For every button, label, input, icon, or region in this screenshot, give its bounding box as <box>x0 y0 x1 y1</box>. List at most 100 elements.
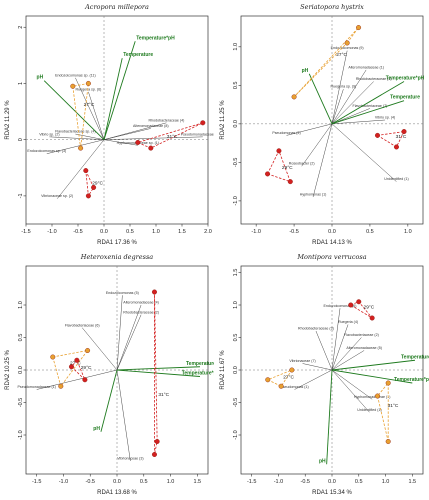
x-axis-label: RDA1 14.13 % <box>312 240 352 246</box>
x-tick-label: -0.5 <box>300 479 309 485</box>
taxon-vector <box>75 77 105 140</box>
x-tick-label: -1.5 <box>32 479 41 485</box>
rda-plot-2: Seriatopora hystrix -1.0 -0.5 0.0 0.5 1.0 -1.0… <box>220 3 425 246</box>
taxon-label: Ruegeria sp. (9) <box>330 85 356 89</box>
x-tick-label: -0.5 <box>73 229 82 235</box>
sample-point <box>78 145 84 151</box>
y-tick-label: -1.0 <box>233 430 239 439</box>
taxon-vector <box>331 350 365 371</box>
group-label: 31°C <box>396 134 407 140</box>
x-tick-label: 0.0 <box>100 229 108 235</box>
y-tick-label: 0.0 <box>233 366 239 374</box>
taxon-vector <box>116 369 131 462</box>
taxon-vector <box>103 128 151 140</box>
group-hull <box>266 149 291 183</box>
taxon-vector <box>331 81 374 125</box>
sample-point <box>74 357 80 363</box>
group-label: 27°C <box>336 52 347 58</box>
y-tick-label: -1.0 <box>18 430 24 439</box>
rda-panel-3: Heteroxenia degressa -1.5 -1.0 -0.5 0.0 0.5 1.… <box>0 250 214 500</box>
y-axis-label: RDA2 11.29 % <box>5 100 11 140</box>
x-tick-label: 0.5 <box>355 479 363 485</box>
y-tick-label: -0.5 <box>233 398 239 407</box>
chart-title: Seriatopora hystrix <box>300 3 364 11</box>
taxon-vector <box>331 69 367 124</box>
group-hull <box>293 27 359 98</box>
x-tick-label: 1.5 <box>193 479 201 485</box>
y-tick-label: -0.5 <box>18 398 24 407</box>
y-tick-label: 0.5 <box>233 82 239 90</box>
x-tick-label: -1.5 <box>247 479 256 485</box>
group-hull <box>136 122 203 149</box>
taxon-vector <box>331 324 349 371</box>
rda-panel-4: Montipora verrucosa -1.5 -1.0 -0.5 0.0 0.5 1.0… <box>215 250 429 500</box>
group-hull <box>377 381 389 442</box>
taxon-vector <box>331 89 344 124</box>
group-hull <box>376 131 405 148</box>
taxon-label: Unidentified (1) <box>357 408 381 412</box>
x-tick-label: 0.5 <box>140 479 148 485</box>
sample-point <box>291 94 297 100</box>
sample-point <box>369 315 375 321</box>
sample-point <box>151 451 157 457</box>
y-tick-label: 1 <box>18 82 24 85</box>
x-tick-label: -0.5 <box>85 479 94 485</box>
taxon-label: Rhodobacteraceae (4) <box>149 118 185 122</box>
env-vector <box>326 369 333 465</box>
x-tick-label: 1.0 <box>167 479 175 485</box>
group-label: 31°C <box>158 392 169 398</box>
y-tick-label: 0.5 <box>233 334 239 342</box>
x-tick-label: -0.5 <box>289 229 298 235</box>
taxon-vector <box>82 327 118 371</box>
group-label: 31°C <box>167 134 178 140</box>
taxon-vector <box>57 139 105 199</box>
y-tick-label: 1.0 <box>233 301 239 309</box>
env-vector <box>116 366 200 371</box>
chart-title: Montipora verrucosa <box>296 253 366 261</box>
sample-point <box>276 148 282 154</box>
group-hull <box>349 301 373 319</box>
y-tick-label: -1.0 <box>233 196 239 205</box>
x-tick-label: 1.0 <box>382 479 390 485</box>
taxon-label: Rhodobacteraceae (3) <box>298 327 334 331</box>
taxon-label: Vibrionaceae (3) <box>117 457 143 461</box>
rda-plot-1: Acropora millepora -1.5 -1.0 -0.5 0.0 0.5 1.0 1… <box>5 3 214 246</box>
sample-point <box>82 377 88 383</box>
taxon-label: Pseudomonadaceae (1) <box>18 385 56 389</box>
y-tick-label: 1.5 <box>233 269 239 277</box>
taxon-vector <box>36 369 118 390</box>
sample-point <box>344 40 350 46</box>
env-vector <box>103 58 123 140</box>
taxon-vector <box>301 123 333 167</box>
sample-point <box>154 438 160 444</box>
y-tick-label: -1 <box>18 193 24 198</box>
taxon-vector <box>312 123 333 198</box>
taxon-label: Ruegeria sp. (6) <box>76 87 102 91</box>
taxon-vector <box>88 91 105 140</box>
sample-point <box>385 380 391 386</box>
y-tick-label: 0.0 <box>18 366 24 374</box>
taxon-vector <box>331 123 397 182</box>
taxon-vector <box>331 369 370 413</box>
sample-point <box>401 129 407 135</box>
taxon-label: Alteromonadaceae (4) <box>123 301 159 305</box>
x-tick-label: 1.0 <box>404 229 412 235</box>
sample-point <box>265 171 271 177</box>
group-label: 27°C <box>283 375 294 381</box>
rda-plot-4: Montipora verrucosa -1.5 -1.0 -0.5 0.0 0.5 1.0… <box>220 253 429 496</box>
taxon-vector <box>75 133 105 140</box>
env-vector <box>331 100 405 125</box>
y-tick-label: 0.0 <box>233 120 239 128</box>
env-vector-label: Temperature*pH <box>182 371 214 377</box>
group-hull <box>85 170 95 198</box>
taxon-label: Rhodobacteraceae (2) <box>123 310 159 314</box>
sample-point <box>85 193 91 199</box>
env-vector-label: Temperature <box>390 95 420 101</box>
x-tick-label: 0.5 <box>126 229 134 235</box>
chart-title: Acropora millepora <box>84 3 149 11</box>
taxon-label: Vibrio sp. (4) <box>375 116 395 120</box>
group-hull <box>70 359 86 381</box>
taxon-vector <box>49 136 105 140</box>
taxon-label: Vibrionaceae (7) <box>289 359 315 363</box>
plot-frame <box>25 15 209 225</box>
